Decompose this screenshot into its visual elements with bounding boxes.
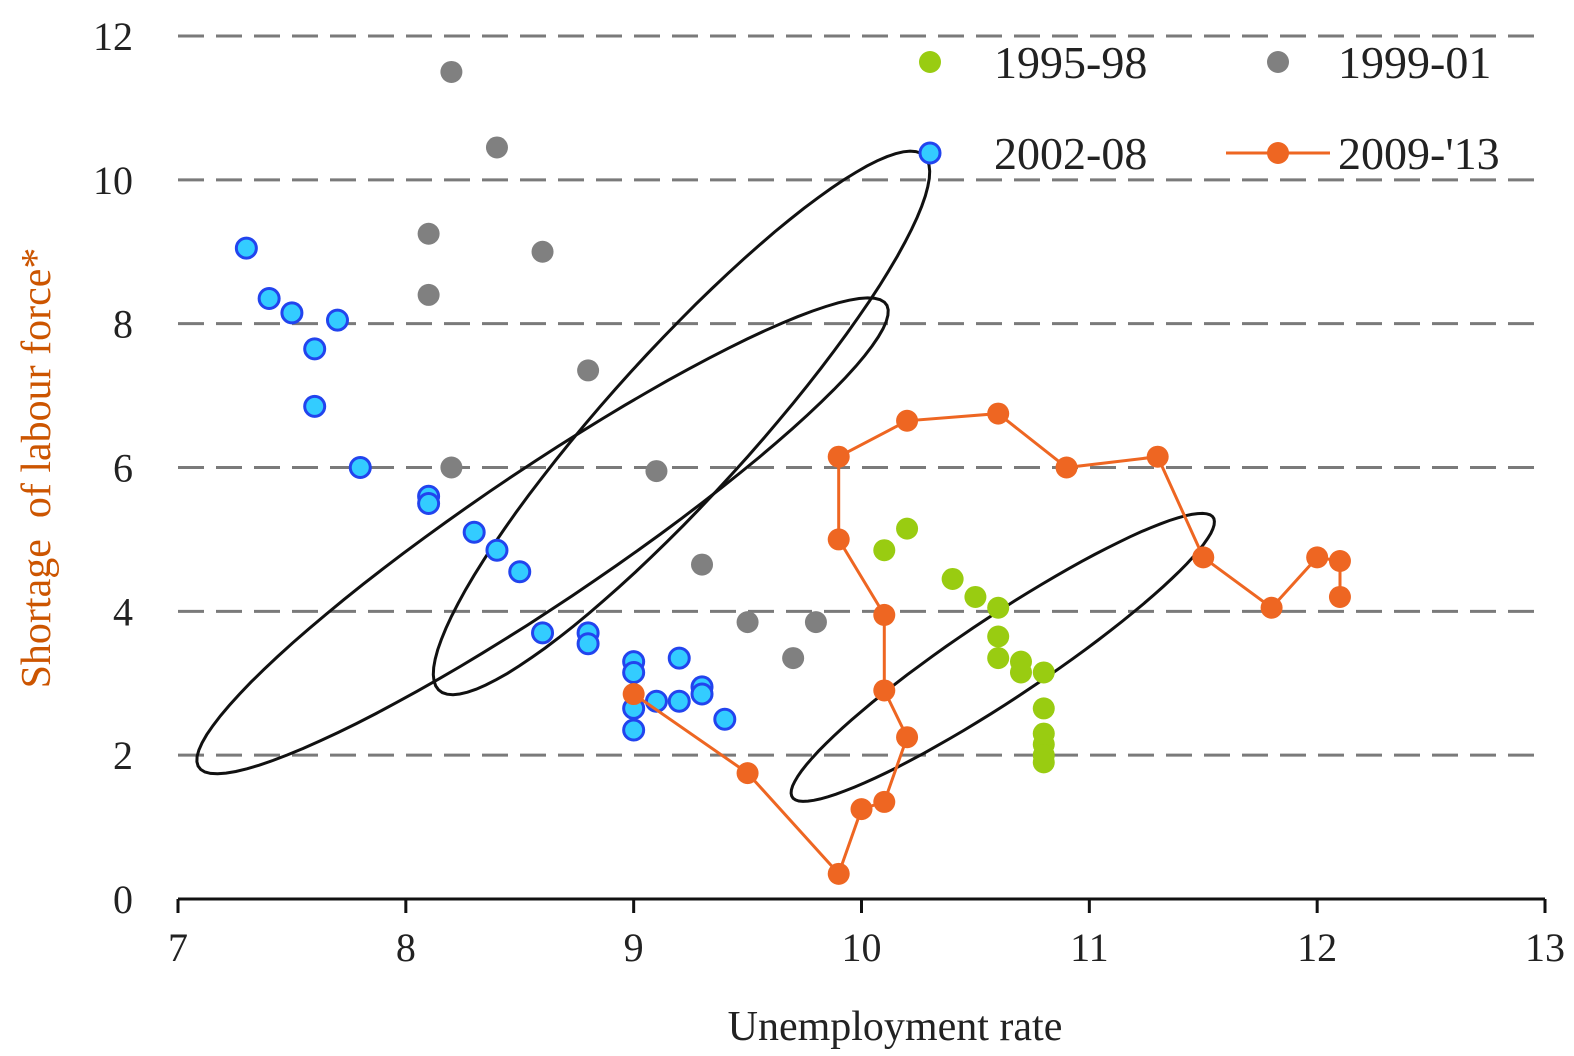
y-tick-label-5: 10 xyxy=(93,158,133,203)
data-point-s3-1 xyxy=(234,236,258,260)
y-axis-title: Shortage of labour force* xyxy=(14,248,60,689)
data-point-s3-7 xyxy=(348,456,372,479)
y-tick-label-3: 6 xyxy=(113,446,133,491)
axes: 7 8 9 10 11 12 13 0 2 4 6 8 10 12 xyxy=(93,14,1565,970)
data-point-s4-2 xyxy=(736,762,759,785)
data-point-s2-10 xyxy=(736,611,759,634)
data-point-s1-11 xyxy=(1032,697,1055,720)
data-point-s2-7 xyxy=(440,456,463,479)
cluster-ellipse-3 xyxy=(789,511,1216,803)
data-point-s4-14 xyxy=(1146,445,1169,468)
data-point-s1-10 xyxy=(1032,661,1055,684)
data-point-s3-25 xyxy=(622,718,646,742)
legend-label-2: 1999-01 xyxy=(1338,37,1491,88)
data-point-s3-13 xyxy=(531,621,555,645)
data-series xyxy=(234,60,1351,885)
cluster-ellipse-1 xyxy=(195,296,890,776)
data-point-s3-20 xyxy=(690,682,714,706)
x-tick-label-2: 9 xyxy=(624,925,644,970)
cluster-ellipses xyxy=(195,149,1216,803)
data-point-s4-7 xyxy=(873,679,896,702)
data-point-s4-19 xyxy=(1328,585,1351,608)
data-point-s2-1 xyxy=(440,60,463,83)
data-point-s4-10 xyxy=(827,445,850,468)
data-point-s4-17 xyxy=(1306,546,1329,569)
data-point-s3-10 xyxy=(462,520,486,544)
data-point-s3-12 xyxy=(508,560,532,584)
x-tick-label-1: 8 xyxy=(396,925,416,970)
data-point-s3-18 xyxy=(667,646,691,670)
data-point-s3-17 xyxy=(622,660,646,684)
data-point-s1-2 xyxy=(896,517,919,540)
data-point-s4-1 xyxy=(622,683,645,706)
data-point-s3-2 xyxy=(257,286,281,310)
data-point-s1-9 xyxy=(1009,661,1032,684)
data-point-s2-12 xyxy=(782,647,805,670)
data-point-s3-4 xyxy=(325,308,349,332)
x-tick-label-3: 10 xyxy=(842,925,882,970)
y-tick-label-0: 0 xyxy=(113,877,133,922)
data-point-s4-12 xyxy=(987,402,1010,425)
data-point-s2-2 xyxy=(485,136,508,159)
data-point-s2-4 xyxy=(531,240,554,263)
cluster-ellipse-2 xyxy=(431,149,932,697)
data-point-s2-8 xyxy=(645,460,668,483)
x-tick-label-0: 7 xyxy=(168,925,188,970)
y-tick-label-4: 8 xyxy=(113,302,133,347)
legend-marker-4 xyxy=(1267,142,1289,164)
data-point-s2-3 xyxy=(417,222,440,245)
data-point-s4-8 xyxy=(873,603,896,626)
data-point-s4-18 xyxy=(1328,549,1351,572)
series-line-4 xyxy=(632,412,1342,877)
data-point-s2-5 xyxy=(417,283,440,306)
data-point-s3-15 xyxy=(576,632,600,656)
data-point-s4-15 xyxy=(1192,546,1215,569)
x-tick-label-6: 13 xyxy=(1525,925,1565,970)
data-point-s3-5 xyxy=(303,337,327,361)
data-point-s1-1 xyxy=(873,539,896,562)
data-point-s4-6 xyxy=(896,726,919,749)
data-point-s4-11 xyxy=(896,409,919,432)
legend-marker-3 xyxy=(918,141,942,165)
data-point-s4-9 xyxy=(827,528,850,551)
data-point-s1-6 xyxy=(987,625,1010,648)
data-point-s3-6 xyxy=(303,394,327,418)
x-axis-title: Unemployment rate xyxy=(728,1004,1063,1050)
legend-label-4: 2009-'13 xyxy=(1338,128,1500,179)
data-point-s1-7 xyxy=(987,647,1010,670)
legend-label-3: 2002-08 xyxy=(994,128,1147,179)
data-point-s3-11 xyxy=(485,538,509,562)
data-point-s2-11 xyxy=(804,611,827,634)
series-1 xyxy=(873,517,1055,774)
data-point-s2-9 xyxy=(691,553,714,576)
data-point-s4-13 xyxy=(1055,456,1078,479)
data-point-s1-4 xyxy=(964,585,987,608)
legend-marker-2 xyxy=(1267,51,1289,73)
data-point-s1-5 xyxy=(987,596,1010,619)
legend-marker-1 xyxy=(919,51,941,73)
data-point-s4-16 xyxy=(1260,596,1283,619)
y-tick-label-1: 2 xyxy=(113,733,133,778)
legend: 1995-98 1999-01 2002-08 2009-'13 xyxy=(918,37,1500,179)
data-point-s1-15 xyxy=(1032,751,1055,774)
data-point-s4-3 xyxy=(827,862,850,885)
data-point-s3-24 xyxy=(713,707,737,731)
data-point-s3-3 xyxy=(280,301,304,325)
data-point-s4-4 xyxy=(850,798,873,821)
y-tick-label-6: 12 xyxy=(93,14,133,59)
legend-label-1: 1995-98 xyxy=(994,37,1147,88)
series-3 xyxy=(234,236,737,742)
data-point-s1-3 xyxy=(941,567,964,590)
x-tick-label-4: 11 xyxy=(1070,925,1109,970)
data-point-s3-22 xyxy=(667,689,691,713)
x-tick-label-5: 12 xyxy=(1297,925,1337,970)
data-point-s3-9 xyxy=(417,491,441,515)
y-tick-label-2: 4 xyxy=(113,589,133,634)
data-point-s4-5 xyxy=(873,790,896,813)
series-4 xyxy=(622,402,1351,885)
data-point-s2-6 xyxy=(577,359,600,382)
series-2 xyxy=(417,60,827,670)
